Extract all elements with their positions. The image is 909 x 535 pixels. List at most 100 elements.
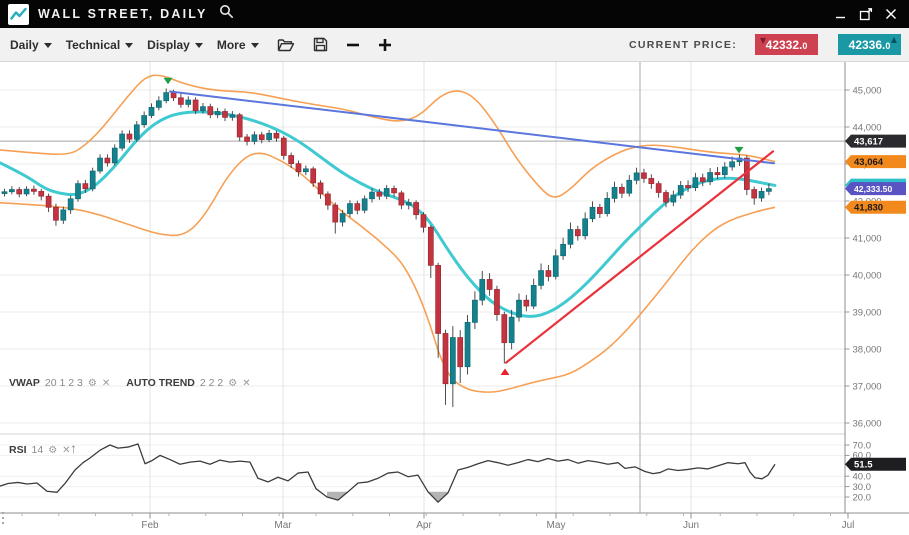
menu-technical-label: Technical — [65, 37, 121, 52]
triangle-down-marker-icon — [734, 146, 744, 154]
minimize-button[interactable] — [833, 6, 849, 22]
candle-bearish — [398, 192, 405, 206]
close-icon[interactable] — [883, 6, 899, 22]
candle-bearish — [663, 192, 669, 203]
axis-drag-dots[interactable] — [2, 512, 4, 527]
last-price-badge[interactable]: 42,333.50 — [845, 182, 906, 196]
candle-bullish — [229, 114, 236, 118]
popout-button[interactable] — [858, 6, 874, 22]
month-label: Mar — [274, 520, 292, 531]
candle-bearish — [126, 133, 133, 140]
candle-bullish — [721, 166, 728, 176]
candle-bearish — [699, 177, 706, 183]
menu-display[interactable]: Display — [147, 38, 203, 52]
close-icon[interactable]: ✕ — [101, 377, 111, 389]
candle-bullish — [670, 194, 677, 203]
auto-trend-indicator-label: AUTO TREND — [126, 377, 195, 389]
triangle-up-marker-icon — [500, 368, 510, 375]
ask-price-value: 42336. — [848, 37, 886, 52]
candle-bullish — [552, 255, 559, 277]
candle-bearish — [685, 185, 691, 189]
candle-bullish — [251, 134, 258, 142]
candle-bearish — [325, 193, 331, 206]
rsi-value-badge[interactable]: 51.5 — [845, 457, 906, 471]
price-axis-label: 38,000 — [853, 344, 882, 355]
chevron-down-icon — [125, 42, 134, 48]
month-label: Jul — [842, 520, 855, 531]
gear-icon[interactable]: ⚙ — [48, 444, 58, 456]
save-icon[interactable] — [313, 37, 328, 52]
candle-bearish — [457, 337, 464, 368]
zoom-out-icon[interactable] — [346, 38, 360, 52]
candle-bearish — [317, 182, 324, 195]
arrow-down-icon — [760, 38, 766, 44]
rsi-oversold-fill — [327, 491, 348, 501]
menu-timeframe[interactable]: Daily — [10, 38, 52, 52]
candle-bearish — [104, 157, 111, 164]
candle-bullish — [508, 316, 515, 344]
candle-bullish — [185, 99, 192, 105]
rsi-oversold-fill — [428, 491, 448, 503]
candle-bearish — [273, 132, 280, 139]
rsi-axis-label: 40.0 — [853, 472, 872, 483]
boll-upper-badge[interactable]: 43,064 — [845, 155, 906, 169]
candle-bearish — [641, 172, 647, 179]
menu-display-label: Display — [147, 37, 190, 52]
svg-text:42,333.50: 42,333.50 — [854, 184, 892, 194]
candle-bullish — [97, 157, 103, 172]
candle-bearish — [574, 229, 581, 237]
rsi-indicator-label: RSI — [9, 444, 27, 456]
candle-bullish — [677, 185, 684, 196]
candle-bullish — [530, 285, 537, 307]
candle-bullish — [472, 299, 478, 323]
candle-bullish — [214, 111, 221, 116]
title-bar: WALL STREET, DAILY — [0, 0, 909, 28]
candle-bearish — [442, 333, 449, 385]
indicator-labels-row: VWAP 20 1 2 3 ⚙ ✕ AUTO TREND 2 2 2 ⚙ ✕ — [9, 377, 251, 389]
menu-technical[interactable]: Technical — [65, 37, 134, 52]
candle-bearish — [222, 111, 228, 118]
ask-price-decimal: 0 — [885, 41, 891, 51]
ask-price-badge[interactable]: 42336. 0 — [838, 34, 901, 55]
candle-bearish — [280, 137, 287, 156]
chevron-down-icon — [43, 42, 52, 48]
rsi-line — [0, 443, 776, 503]
bid-price-badge[interactable]: 42332. 0 — [755, 34, 818, 55]
candle-bearish — [310, 168, 317, 184]
candle-bullish — [339, 213, 346, 223]
candle-bearish — [288, 155, 294, 164]
gear-icon[interactable]: ⚙ — [228, 377, 238, 389]
price-axis-label: 41,000 — [853, 233, 882, 244]
rsi-axis-label: 60.0 — [853, 451, 872, 462]
menu-timeframe-label: Daily — [10, 37, 39, 52]
close-icon[interactable]: ✕ — [242, 377, 251, 389]
price-chart[interactable]: 45,00044,00043,00042,00041,00040,00039,0… — [0, 62, 909, 535]
candle-bullish — [60, 209, 67, 221]
candle-bullish — [611, 186, 618, 199]
boll-lower-badge[interactable]: 41,830 — [845, 200, 906, 214]
bollinger-upper-band — [0, 74, 776, 198]
candle-bearish — [53, 206, 59, 221]
close-icon[interactable]: ✕ — [62, 444, 71, 456]
svg-text:43,617: 43,617 — [854, 137, 883, 148]
candle-bullish — [23, 188, 30, 195]
candle-bearish — [714, 172, 721, 176]
expand-pane-arrow-icon[interactable]: ↑ — [70, 440, 77, 456]
menu-more[interactable]: More — [217, 38, 259, 52]
candle-bullish — [729, 161, 736, 168]
zoom-in-icon[interactable] — [378, 38, 392, 52]
candle-bullish — [707, 172, 713, 183]
candle-bullish — [766, 188, 772, 192]
candle-bullish — [516, 299, 522, 318]
candle-bullish — [1, 191, 8, 194]
search-icon[interactable] — [219, 4, 234, 24]
current-price-block: CURRENT PRICE: 42332. 0 42336. 0 — [629, 34, 909, 55]
window-controls — [833, 6, 909, 22]
alert-price-badge[interactable]: 43,617 — [845, 134, 906, 148]
open-folder-icon[interactable] — [277, 38, 295, 52]
price-axis-label: 40,000 — [853, 270, 882, 281]
candle-bearish — [192, 99, 199, 112]
chevron-down-icon — [194, 42, 203, 48]
gear-icon[interactable]: ⚙ — [87, 377, 97, 389]
